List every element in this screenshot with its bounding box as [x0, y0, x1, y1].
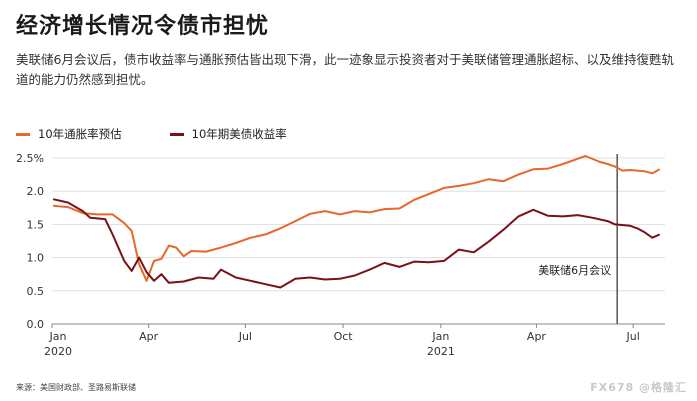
annotation-layer: 美联储6月会议: [538, 154, 618, 324]
page-subtitle: 美联储6月会议后，债市收益率与通胀预估皆出现下滑，此一迹象显示投资者对于美联储管…: [16, 52, 674, 87]
y-tick-label: 2.5%: [16, 152, 44, 165]
x-tick-label: Jul: [238, 330, 252, 343]
x-tick-label: 2020: [44, 345, 72, 358]
chart-legend: 10年通胀率预估 10年期美债收益率: [16, 126, 287, 142]
y-tick-label: 0.5: [27, 285, 45, 298]
x-tick-label: Oct: [334, 330, 354, 343]
y-tick-label: 1.0: [27, 252, 45, 265]
legend-item-inflation: 10年通胀率预估: [16, 126, 122, 142]
fed-meeting-label: 美联储6月会议: [538, 263, 611, 277]
series-line-inflation-expectation: [53, 155, 661, 282]
series-layer: [52, 155, 661, 289]
x-tick-label: Jan: [49, 330, 67, 343]
legend-swatch-yield: [169, 132, 184, 136]
watermark: FX678 @格隆汇: [590, 381, 687, 394]
y-tick-label: 2.0: [27, 185, 45, 198]
legend-swatch-inflation: [16, 132, 30, 136]
x-tick-label: 2021: [427, 345, 455, 358]
x-tick-label: Apr: [527, 330, 547, 343]
x-tick-label: Jan: [431, 330, 449, 343]
legend-label-yield: 10年期美债收益率: [191, 127, 287, 141]
axis-layer: 0.0 0.5 1.0 1.5 2.0 2.5% Jan 2020 Apr Jul Oct Jan 20…: [16, 152, 640, 358]
x-tick-label: Apr: [139, 330, 159, 343]
y-tick-label: 1.5: [27, 218, 45, 231]
legend-label-inflation: 10年通胀率预估: [38, 127, 122, 141]
grid-layer: [52, 157, 665, 325]
series-line-10y-yield: [52, 198, 661, 289]
page-title: 经济增长情况令债市担忧: [16, 14, 270, 39]
legend-item-yield: 10年期美债收益率: [169, 126, 287, 142]
source-note: 来源：美国财政部、圣路易斯联储: [16, 383, 136, 392]
x-tick-label: Jul: [625, 330, 639, 343]
y-tick-label: 0.0: [27, 318, 45, 331]
